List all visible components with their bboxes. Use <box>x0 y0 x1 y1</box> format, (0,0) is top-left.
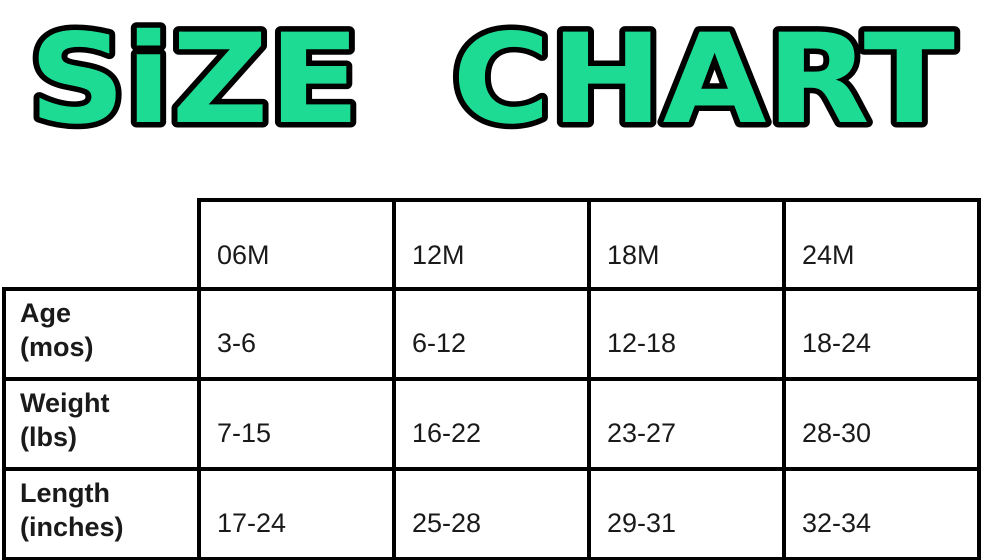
table-cell-weight-18m: 23-27 <box>587 377 786 471</box>
table-cell-weight-06m: 7-15 <box>197 377 396 471</box>
size-chart-title-text: SiZE CHART <box>29 8 955 152</box>
table-cell-length-24m: 32-34 <box>782 467 981 560</box>
column-header-18m: 18M <box>587 198 786 291</box>
table-cell-weight-24m: 28-30 <box>782 377 981 471</box>
row-label-line1: Length <box>20 478 110 509</box>
table-row-weight: Weight (lbs) 7-15 16-22 23-27 28-30 <box>2 377 981 471</box>
table-cell-age-24m: 18-24 <box>782 287 981 381</box>
row-label-line1: Weight <box>20 388 110 419</box>
table-cell-age-06m: 3-6 <box>197 287 396 381</box>
size-table: 06M 12M 18M 24M Age (mos) 3-6 6-12 12-18… <box>2 198 981 560</box>
header-row: 06M 12M 18M 24M <box>4 198 981 291</box>
row-label-length: Length (inches) <box>2 467 201 560</box>
row-label-line2: (inches) <box>20 512 124 542</box>
size-chart-title: SiZE CHART <box>24 3 961 158</box>
row-label-age: Age (mos) <box>2 287 201 381</box>
corner-cell <box>4 200 199 289</box>
column-header-12m: 12M <box>392 198 591 291</box>
table-cell-age-12m: 6-12 <box>392 287 591 381</box>
row-label-line2: (lbs) <box>20 422 77 452</box>
table-cell-weight-12m: 16-22 <box>392 377 591 471</box>
table-cell-length-12m: 25-28 <box>392 467 591 560</box>
table-cell-age-18m: 12-18 <box>587 287 786 381</box>
column-header-06m: 06M <box>197 198 396 291</box>
table-cell-length-18m: 29-31 <box>587 467 786 560</box>
row-label-line2: (mos) <box>20 332 94 362</box>
table-cell-length-06m: 17-24 <box>197 467 396 560</box>
table-row-age: Age (mos) 3-6 6-12 12-18 18-24 <box>2 287 981 381</box>
row-label-line1: Age <box>20 298 72 329</box>
table-row-length: Length (inches) 17-24 25-28 29-31 32-34 <box>2 467 981 560</box>
column-header-24m: 24M <box>782 198 981 291</box>
row-label-weight: Weight (lbs) <box>2 377 201 471</box>
